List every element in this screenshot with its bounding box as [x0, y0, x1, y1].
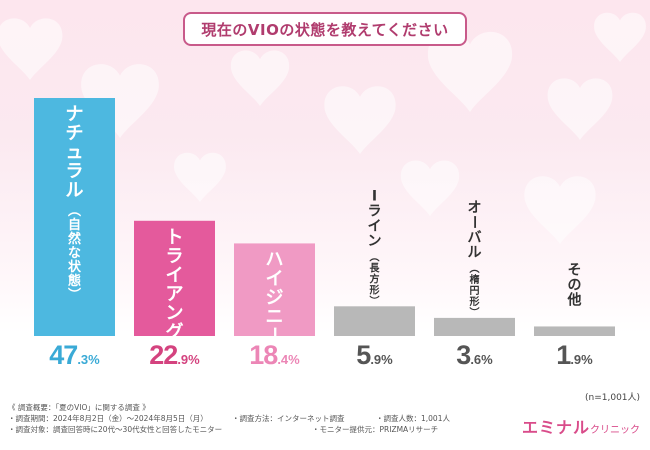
- svg-text:︶: ︶: [469, 306, 480, 319]
- bar-sublabel-5: ︵楕円形︶: [469, 264, 480, 319]
- value-label-4: 5.9%: [325, 340, 425, 371]
- survey-target: ・調査対象：調査回答時に20代〜30代女性と回答したモニター: [8, 425, 223, 434]
- bar-3: [234, 243, 315, 336]
- logo-main: エミナル: [522, 418, 591, 437]
- bar-label-6: その他: [567, 262, 582, 308]
- svg-text:他: 他: [567, 291, 582, 308]
- chart-title: 現在のVIOの状態を教えてください: [183, 12, 467, 46]
- svg-text:グ: グ: [166, 321, 184, 340]
- survey-period: ・調査期間：2024年8月2日（金）〜2024年8月5日（月）: [8, 414, 208, 423]
- svg-text:イ: イ: [166, 265, 184, 286]
- value-dec-5: .6%: [470, 352, 493, 367]
- bar-4: [334, 306, 415, 336]
- svg-text:︶: ︶: [369, 294, 380, 307]
- bar-6: [534, 326, 615, 336]
- bar-2: [134, 220, 215, 336]
- svg-text:楕: 楕: [470, 273, 480, 286]
- svg-text:ー: ー: [466, 215, 482, 229]
- svg-text:チ: チ: [66, 123, 84, 144]
- svg-text:︵: ︵: [67, 204, 81, 219]
- svg-text:長: 長: [370, 262, 381, 274]
- svg-text:形: 形: [370, 284, 380, 296]
- value-int-5: 3: [456, 340, 471, 370]
- svg-text:ジ: ジ: [266, 287, 284, 308]
- svg-text:方: 方: [370, 272, 380, 285]
- clinic-logo: エミナルクリニック: [522, 414, 640, 438]
- svg-text:イ: イ: [266, 268, 284, 289]
- logo-sub: クリニック: [590, 425, 641, 436]
- svg-text:ル: ル: [468, 245, 482, 261]
- svg-text:ン: ン: [166, 303, 184, 324]
- value-dec-3: .4%: [277, 352, 300, 367]
- bar-label-3: ハイジニーナ: [263, 249, 284, 340]
- value-dec-6: .9%: [570, 352, 593, 367]
- value-int-2: 22: [149, 340, 178, 370]
- value-label-6: 1.9%: [525, 340, 625, 371]
- svg-text:ラ: ラ: [166, 246, 184, 267]
- svg-text:ナ: ナ: [66, 104, 84, 125]
- svg-text:ル: ル: [66, 180, 84, 201]
- svg-text:ア: ア: [166, 284, 184, 305]
- svg-text:︶: ︶: [67, 287, 81, 303]
- bar-5: [434, 317, 515, 336]
- svg-text:ラ: ラ: [368, 203, 382, 219]
- svg-text:バ: バ: [468, 230, 482, 246]
- survey-title: 《 調査概要：「夏のVIO」に関する調査 》: [8, 403, 150, 412]
- value-dec-1: .3%: [77, 352, 100, 367]
- svg-text:ン: ン: [368, 233, 382, 249]
- svg-text:ラ: ラ: [66, 161, 84, 182]
- value-dec-4: .9%: [370, 352, 393, 367]
- svg-text:オ: オ: [468, 200, 482, 216]
- value-dec-2: .9%: [177, 352, 200, 367]
- svg-text:の: の: [568, 277, 582, 293]
- svg-text:形: 形: [470, 296, 480, 308]
- bar-label-2: トライアングル: [166, 227, 184, 340]
- sample-size-note: (n=1,001人): [585, 393, 641, 403]
- bar-1: [34, 98, 115, 336]
- value-label-2: 22.9%: [125, 340, 225, 371]
- value-label-3: 18.4%: [225, 340, 325, 371]
- svg-text:自: 自: [68, 217, 81, 233]
- svg-text:ュ: ュ: [66, 142, 84, 163]
- bar-sublabel-4: ︵長方形︶: [369, 252, 381, 307]
- survey-summary: 《 調査概要：「夏のVIO」に関する調査 》 ・調査期間：2024年8月2日（金…: [8, 402, 528, 435]
- value-int-4: 5: [356, 340, 371, 370]
- survey-respondents: ・調査人数：1,001人: [376, 414, 450, 423]
- svg-text:ニ: ニ: [266, 306, 284, 327]
- svg-text:ト: ト: [166, 227, 184, 248]
- svg-text:然: 然: [68, 231, 81, 247]
- svg-text:円: 円: [470, 285, 480, 297]
- svg-text:な: な: [68, 246, 81, 261]
- value-int-3: 18: [249, 340, 278, 370]
- svg-text:そ: そ: [568, 262, 582, 278]
- svg-text:態: 態: [68, 273, 81, 289]
- svg-text:I: I: [372, 188, 377, 204]
- value-label-1: 47.3%: [25, 340, 125, 371]
- value-label-5: 3.6%: [425, 340, 525, 371]
- svg-text:︵: ︵: [469, 264, 480, 275]
- svg-text:イ: イ: [368, 218, 382, 234]
- survey-provider: ・モニター提供元：PRIZMAリサーチ: [312, 425, 439, 434]
- bar-chart: ナチュラル︵自然な状態︶トライアングル︵逆三角形︶ハイジニーナ︵すべて処理︶Iラ…: [34, 98, 615, 340]
- survey-method: ・調査方法：インターネット調査: [232, 414, 345, 423]
- svg-text:︵: ︵: [369, 252, 380, 263]
- value-int-6: 1: [556, 340, 571, 370]
- svg-text:ー: ー: [263, 326, 284, 340]
- svg-text:状: 状: [68, 259, 82, 275]
- svg-text:ハ: ハ: [266, 249, 284, 270]
- value-int-1: 47: [49, 340, 78, 370]
